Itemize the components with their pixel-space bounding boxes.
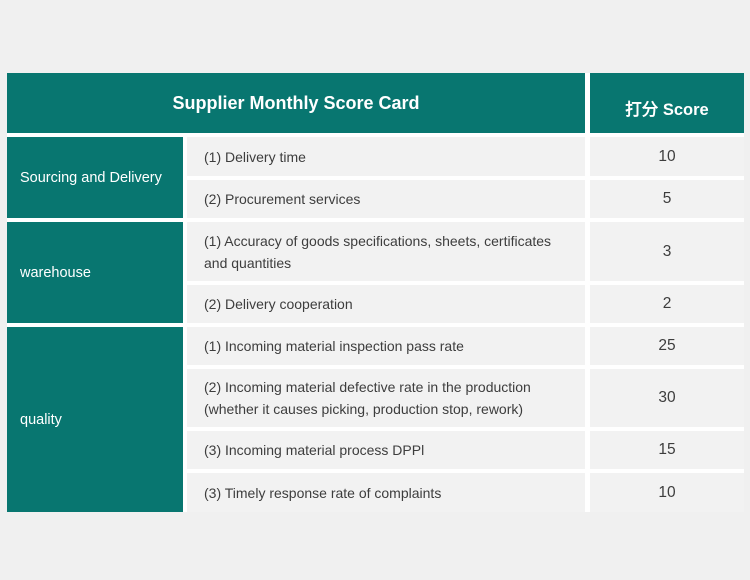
table-row-item: (2) Delivery cooperation	[187, 285, 585, 323]
table-title: Supplier Monthly Score Card	[7, 73, 585, 133]
table-row-score: 10	[590, 137, 744, 176]
category-warehouse: warehouse	[7, 222, 183, 323]
table-row-score: 10	[590, 473, 744, 512]
table-row-item: (1) Incoming material inspection pass ra…	[187, 327, 585, 365]
table-row-score: 30	[590, 369, 744, 427]
table-row-item: (2) Incoming material defective rate in …	[187, 369, 585, 427]
category-sourcing-and-delivery: Sourcing and Delivery	[7, 137, 183, 218]
table-row-item: (1) Delivery time	[187, 137, 585, 176]
category-quality: quality	[7, 327, 183, 512]
score-column-header: 打分 Score	[590, 73, 744, 133]
table-row-item: (3) Incoming material process DPPl	[187, 431, 585, 469]
table-row-item: (3) Timely response rate of complaints	[187, 473, 585, 512]
table-row-score: 2	[590, 285, 744, 323]
table-row-item: (2) Procurement services	[187, 180, 585, 218]
score-card-table: Supplier Monthly Score Card 打分 Score Sou…	[7, 73, 744, 512]
table-row-score: 15	[590, 431, 744, 469]
table-row-score: 25	[590, 327, 744, 365]
table-row-item: (1) Accuracy of goods specifications, sh…	[187, 222, 585, 281]
table-row-score: 3	[590, 222, 744, 281]
table-row-score: 5	[590, 180, 744, 218]
